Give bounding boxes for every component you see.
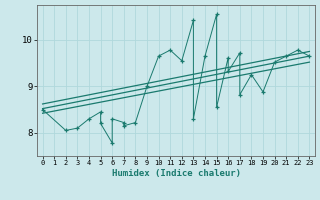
X-axis label: Humidex (Indice chaleur): Humidex (Indice chaleur) xyxy=(111,169,241,178)
